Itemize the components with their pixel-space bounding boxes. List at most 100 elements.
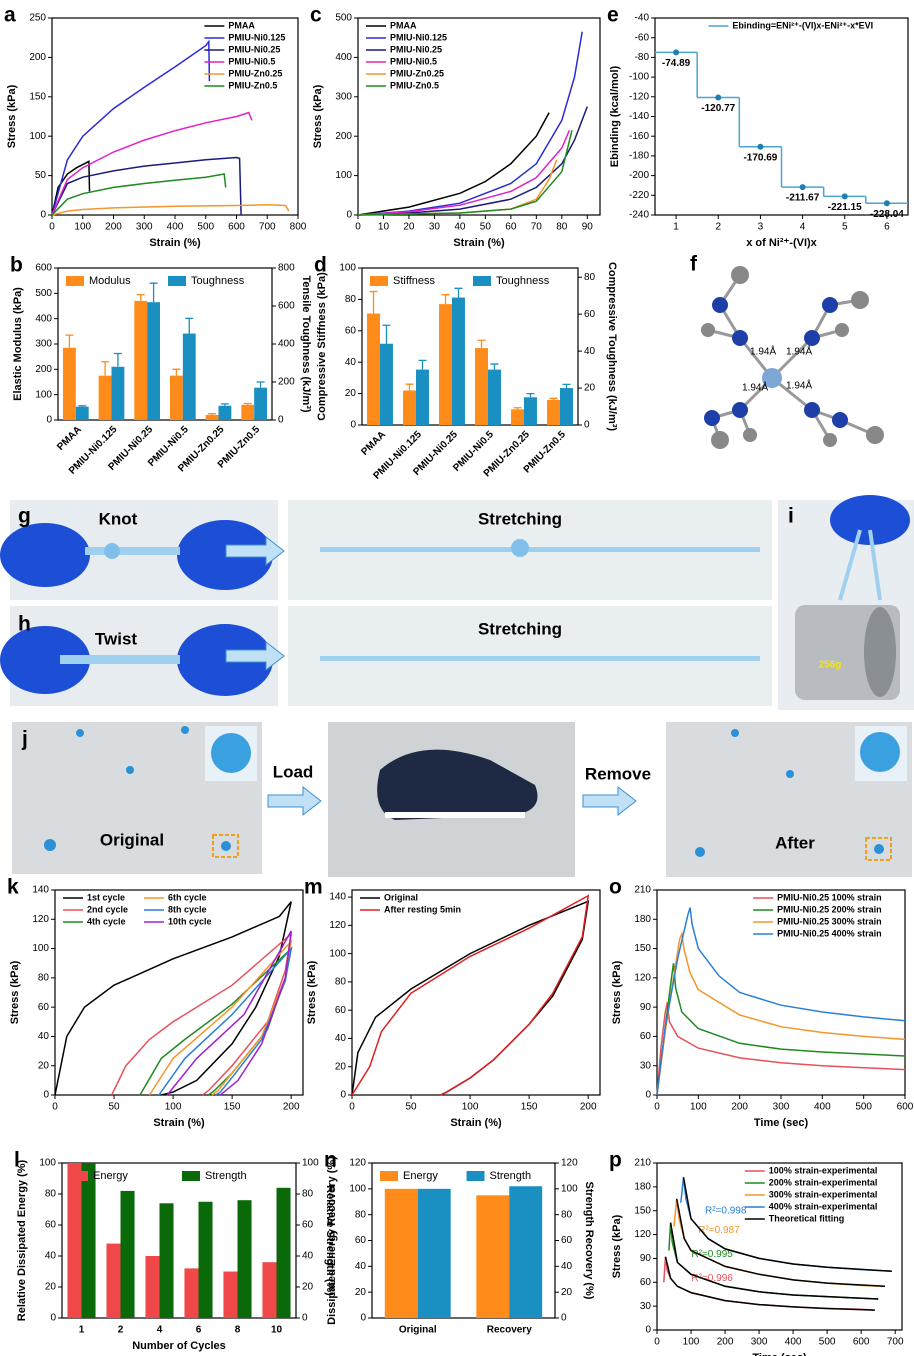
legend-label: 4th cycle <box>87 916 126 926</box>
y-tick-label: 120 <box>32 914 49 925</box>
plot-frame <box>352 890 600 1095</box>
error-bar <box>257 382 265 388</box>
x-tick-label: 100 <box>165 1102 182 1113</box>
x-tick-label: 800 <box>290 222 307 233</box>
bar <box>439 304 452 425</box>
y-tick-label: 120 <box>634 972 651 983</box>
error-bar <box>221 404 229 406</box>
line <box>167 931 291 1095</box>
x-tick-label: 3 <box>758 222 764 233</box>
page: f 1.94Å 1.94Å 1.94Å 1.94Å <box>0 0 914 1356</box>
error-bar <box>244 404 252 405</box>
caption: Stretching <box>478 619 562 638</box>
x-tick-label: 150 <box>521 1102 538 1113</box>
x-tick-label: 0 <box>52 1102 58 1113</box>
marker <box>715 95 721 101</box>
figure: f 1.94Å 1.94Å 1.94Å 1.94Å <box>0 0 914 1356</box>
y-axis-label: Stress (kPa) <box>6 84 18 148</box>
y-axis-label: Stress (kPa) <box>306 960 318 1024</box>
x-tick-label: 70 <box>531 222 543 233</box>
bar <box>82 1163 96 1318</box>
x-tick-label: 0 <box>349 1102 355 1113</box>
y-tick-label: 40 <box>335 1033 347 1044</box>
bar <box>277 1188 291 1318</box>
x-axis-label: Strain (%) <box>450 1117 502 1129</box>
y-tick-label: -80 <box>635 52 650 63</box>
bar <box>254 388 267 420</box>
value-label: -74.89 <box>662 58 691 69</box>
x-tick-label: 4 <box>800 222 806 233</box>
y-tick-label: 120 <box>329 920 346 931</box>
bar <box>76 407 89 420</box>
x-tick-label: 0 <box>49 222 55 233</box>
bar <box>160 1203 174 1318</box>
legend-label: Stiffness <box>393 275 435 287</box>
y-tick-label: 400 <box>335 52 352 63</box>
legend-label: PMIU-Ni0.5 <box>390 56 437 66</box>
bar <box>183 334 196 420</box>
x-tick-label: 1 <box>79 1325 85 1336</box>
x-tick-label: 60 <box>505 222 517 233</box>
caption: Load <box>273 762 314 781</box>
bar <box>262 1262 276 1318</box>
bar <box>223 1272 237 1319</box>
y-tick-label: 180 <box>634 1181 651 1192</box>
y-tick-label: 120 <box>349 1158 366 1169</box>
bar <box>238 1200 252 1318</box>
x-tick-label: 10 <box>271 1325 283 1336</box>
line <box>52 161 90 215</box>
y-tick-label: 210 <box>634 1158 651 1169</box>
x-tick-label: 50 <box>405 1102 417 1113</box>
y-axis-label: Elastic Modulus (kPa) <box>12 287 24 401</box>
x-tick-label: 50 <box>480 222 492 233</box>
legend-label: Theoretical fitting <box>769 1213 845 1223</box>
legend-label: PMIU-Zn0.5 <box>390 80 439 90</box>
y2-axis-label: Compressive Toughness (kJ/m³) <box>606 262 618 431</box>
bar <box>184 1268 198 1318</box>
y2-tick-label: 80 <box>584 272 596 283</box>
y-tick-label: 250 <box>29 13 46 24</box>
y-tick-label: 200 <box>35 364 52 375</box>
y-tick-label: 0 <box>645 1090 651 1101</box>
panel-letter: e <box>607 4 619 27</box>
x-tick-label: 200 <box>580 1102 597 1113</box>
y-tick-label: 80 <box>335 977 347 988</box>
value-label: -221.15 <box>828 202 862 213</box>
knot <box>104 543 120 559</box>
error-bar <box>137 295 145 301</box>
y-tick-label: 300 <box>35 339 52 350</box>
error-bar <box>490 364 498 370</box>
y-tick-label: 80 <box>45 1189 57 1200</box>
arrow <box>268 787 321 815</box>
legend-label: 1st cycle <box>87 892 125 902</box>
error-bar <box>562 384 570 388</box>
y-tick-label: 140 <box>32 885 49 896</box>
plot-frame <box>58 268 272 420</box>
caption: Remove <box>585 764 651 783</box>
y-tick-label: 600 <box>35 263 52 274</box>
y2-tick-label: 60 <box>302 1220 314 1231</box>
y-tick-label: 500 <box>35 288 52 299</box>
y2-tick-label: 60 <box>584 309 596 320</box>
x-tick-label: 600 <box>853 1337 870 1348</box>
x-tick-label: 500 <box>197 222 214 233</box>
y2-tick-label: 100 <box>302 1158 319 1169</box>
legend-label: PMIU-Ni0.25 300% strain <box>777 916 882 926</box>
legend-label: PMIU-Ni0.25 <box>390 44 442 54</box>
hydrogel <box>60 655 180 664</box>
y-axis-label: Stress (kPa) <box>9 960 21 1024</box>
plot-frame <box>362 268 578 425</box>
caption: Original <box>100 830 164 849</box>
y-tick-label: 0 <box>46 415 52 426</box>
bar <box>99 376 112 420</box>
y2-tick-label: 40 <box>302 1251 314 1262</box>
error-bar <box>514 408 522 410</box>
y-tick-label: 100 <box>329 948 346 959</box>
y-tick-label: -40 <box>635 13 650 24</box>
y2-tick-label: 120 <box>561 1158 578 1169</box>
y-tick-label: -100 <box>629 72 649 83</box>
legend-label: 10th cycle <box>168 916 212 926</box>
caption: 256g <box>819 660 842 671</box>
panel-letter: f <box>690 253 698 276</box>
y-tick-label: -140 <box>629 111 649 122</box>
